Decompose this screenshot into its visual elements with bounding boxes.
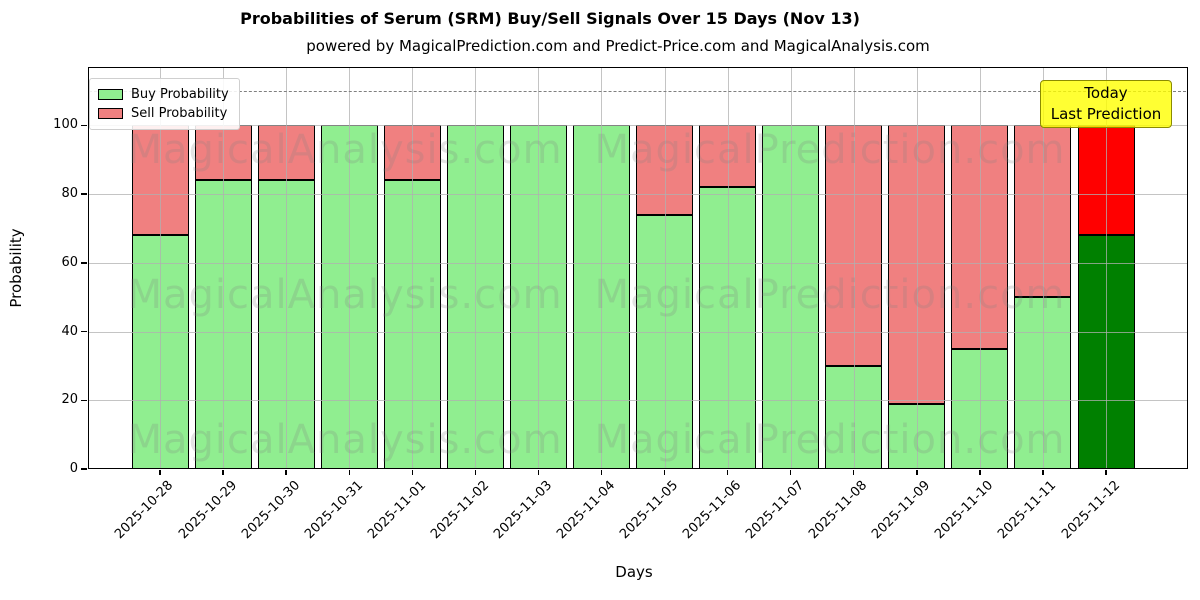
horizontal-gridline <box>89 262 1187 264</box>
x-tick-mark <box>663 470 666 475</box>
x-tick-label: 2025-11-12 <box>1058 478 1123 543</box>
horizontal-gridline <box>89 400 1187 402</box>
y-tick-label: 100 <box>53 117 78 133</box>
x-tick-mark <box>1105 470 1107 475</box>
x-tick-label: 2025-11-11 <box>995 478 1060 543</box>
watermark-text: MagicalPrediction.com <box>594 417 1066 463</box>
x-tick-mark <box>790 470 792 475</box>
vertical-gridline <box>664 68 666 468</box>
x-tick-mark <box>1042 470 1044 475</box>
vertical-gridline <box>538 68 540 468</box>
vertical-gridline <box>412 68 414 468</box>
y-tick-label: 0 <box>69 461 78 476</box>
x-tick-label: 2025-11-01 <box>364 478 429 543</box>
x-tick-mark <box>726 470 729 475</box>
vertical-gridline <box>160 68 161 468</box>
x-tick-label: 2025-10-29 <box>175 478 240 543</box>
sell-swatch-icon <box>98 108 123 119</box>
legend-buy-label: Buy Probability <box>131 87 229 102</box>
x-axis-label: Days <box>615 563 653 581</box>
y-tick-mark <box>81 468 87 470</box>
today-annotation: Today Last Prediction <box>1040 80 1172 128</box>
y-tick-mark <box>81 124 87 127</box>
x-tick-label: 2025-11-09 <box>869 478 934 543</box>
x-tick-mark <box>853 470 855 475</box>
buy-swatch-icon <box>98 89 123 100</box>
vertical-gridline <box>853 68 855 468</box>
y-axis-label: Probability <box>7 228 25 308</box>
vertical-gridline <box>349 68 351 468</box>
legend-item-sell: Sell Probability <box>98 104 229 123</box>
x-tick-mark <box>159 470 161 475</box>
watermark-text: MagicalPrediction.com <box>594 272 1066 318</box>
x-tick-label: 2025-10-31 <box>301 478 366 543</box>
x-tick-mark <box>916 470 918 475</box>
chart-title: Probabilities of Serum (SRM) Buy/Sell Si… <box>240 9 860 28</box>
y-tick-label: 20 <box>61 392 78 408</box>
x-tick-mark <box>474 470 477 475</box>
y-tick-mark <box>81 330 87 333</box>
y-tick-mark <box>81 193 87 195</box>
vertical-gridline <box>979 68 981 468</box>
vertical-gridline <box>790 68 792 468</box>
y-tick-mark <box>81 262 87 264</box>
x-tick-label: 2025-10-28 <box>112 478 177 543</box>
y-tick-label: 80 <box>61 186 78 202</box>
vertical-gridline <box>916 68 918 468</box>
x-tick-mark <box>979 470 981 475</box>
threshold-dashed-line <box>89 91 1186 93</box>
x-tick-mark <box>600 470 603 475</box>
x-tick-label: 2025-11-03 <box>490 478 556 543</box>
x-tick-label: 2025-11-08 <box>806 478 871 543</box>
chart-subtitle: powered by MagicalPrediction.com and Pre… <box>306 37 930 55</box>
watermark-text: MagicalAnalysis.com <box>127 127 563 173</box>
watermark-text: MagicalPrediction.com <box>594 127 1066 173</box>
legend-item-buy: Buy Probability <box>98 85 229 104</box>
x-tick-label: 2025-11-05 <box>617 478 682 543</box>
x-tick-mark <box>348 470 350 475</box>
x-tick-label: 2025-10-30 <box>238 478 303 543</box>
x-tick-mark <box>537 470 540 475</box>
y-tick-mark <box>81 399 87 401</box>
vertical-gridline <box>601 68 603 468</box>
watermark-text: MagicalAnalysis.com <box>127 417 563 463</box>
vertical-gridline <box>475 68 477 468</box>
x-tick-label: 2025-11-06 <box>680 478 745 543</box>
horizontal-gridline <box>89 331 1187 333</box>
x-tick-mark <box>411 470 413 475</box>
x-tick-label: 2025-11-10 <box>932 478 997 543</box>
vertical-gridline <box>286 68 288 468</box>
y-tick-label: 40 <box>61 323 78 339</box>
watermark-text: MagicalAnalysis.com <box>127 272 563 318</box>
horizontal-gridline <box>89 125 1187 127</box>
y-tick-label: 60 <box>61 254 78 270</box>
x-tick-label: 2025-11-02 <box>427 478 492 543</box>
vertical-gridline <box>223 68 225 468</box>
x-tick-mark <box>285 470 287 475</box>
legend: Buy Probability Sell Probability <box>89 78 240 130</box>
today-annotation-line1: Today <box>1084 84 1128 102</box>
today-annotation-line2: Last Prediction <box>1050 105 1162 123</box>
x-tick-label: 2025-11-07 <box>743 478 808 543</box>
x-tick-mark <box>222 470 224 475</box>
vertical-gridline <box>727 68 729 468</box>
horizontal-gridline <box>89 194 1187 196</box>
vertical-gridline <box>1042 68 1044 468</box>
legend-sell-label: Sell Probability <box>131 106 228 121</box>
plot-area <box>88 67 1188 469</box>
x-tick-label: 2025-11-04 <box>554 478 619 543</box>
vertical-gridline <box>1106 68 1108 468</box>
